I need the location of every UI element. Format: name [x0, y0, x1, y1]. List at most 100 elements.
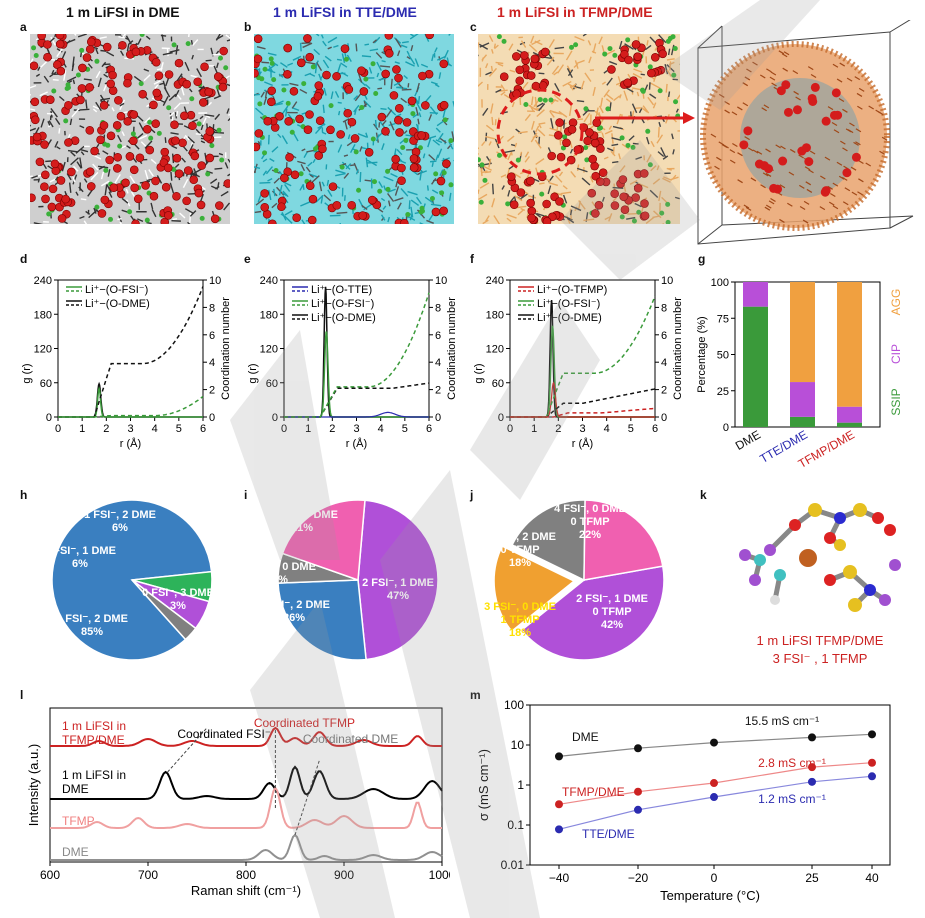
solvent-bond — [30, 127, 37, 132]
solvent-bond — [389, 121, 395, 131]
solvent-bond — [420, 63, 429, 68]
solvent-bond — [169, 49, 180, 53]
pie-label-line: 2 FSI⁻, 1 DME — [362, 577, 434, 589]
solvent-bond — [635, 156, 642, 160]
sphere-bond — [875, 109, 881, 114]
solvent-bond — [327, 46, 332, 50]
oxygen-atom — [640, 211, 650, 221]
solvent-bond — [562, 80, 572, 87]
solvent-bond — [612, 161, 619, 164]
solvent-bond — [612, 197, 617, 202]
y2-axis-label: Coordination number — [672, 297, 684, 400]
solvent-bond — [396, 149, 403, 156]
legend-label: Li⁺−(O-TFMP) — [537, 284, 607, 296]
solvent-bond — [151, 209, 157, 218]
sphere-oxygen — [769, 183, 779, 193]
oxygen-atom — [607, 65, 616, 74]
sphere-bond — [721, 143, 728, 148]
solvent-bond — [448, 34, 451, 36]
series-label-tfmp: TFMP — [62, 814, 95, 828]
sphere-bond — [868, 105, 874, 110]
solvent-bond — [212, 136, 222, 139]
oxygen-atom — [394, 73, 403, 83]
value-annotation: 2.8 mS cm⁻¹ — [758, 756, 826, 770]
solvent-bond — [482, 166, 486, 172]
oxygen-atom — [279, 173, 289, 183]
solvent-bond — [401, 88, 412, 91]
solvent-bond — [393, 81, 401, 86]
oxygen-atom — [418, 71, 427, 81]
solvent-bond — [227, 117, 230, 122]
panel-label-e: e — [244, 252, 251, 266]
solvent-bond — [364, 83, 371, 90]
solvent-bond — [281, 105, 289, 116]
solvent-bond — [278, 184, 283, 196]
solvent-bond — [365, 157, 369, 168]
solvent-bond — [69, 118, 73, 126]
solvent-bond — [154, 84, 159, 89]
oxygen-atom — [588, 154, 598, 164]
solvent-bond — [428, 154, 436, 161]
solvent-bond — [174, 89, 180, 98]
solvent-bond — [521, 81, 529, 90]
oxygen-atom — [85, 83, 94, 92]
sphere-bond — [832, 182, 839, 187]
solvent-bond — [493, 43, 497, 49]
solvent-bond — [376, 72, 380, 78]
solvent-bond — [380, 107, 387, 111]
oxygen-atom — [507, 172, 516, 181]
li-atom — [670, 34, 676, 40]
solvent-bond — [562, 185, 568, 190]
solvent-bond — [479, 42, 490, 48]
solvent-bond — [71, 108, 80, 118]
y2-tick-label: 0 — [435, 412, 441, 424]
solvent-bond — [431, 177, 437, 185]
sphere-bond — [832, 205, 839, 210]
sphere-bond — [857, 191, 863, 196]
solvent-bond — [481, 54, 488, 61]
oxygen-atom — [567, 125, 577, 134]
li-atom — [281, 87, 287, 93]
solvent-bond — [170, 171, 173, 181]
solvent-bond — [337, 101, 342, 104]
solvent-bond — [353, 95, 359, 101]
oxygen-atom — [40, 140, 49, 149]
solvent-bond — [598, 36, 603, 45]
solvent-bond — [378, 77, 387, 81]
solvent-bond — [500, 91, 506, 96]
solvent-bond — [628, 114, 633, 117]
oxygen-atom — [183, 166, 193, 175]
solvent-bond — [397, 50, 401, 57]
oxygen-atom — [151, 176, 160, 186]
solvent-bond — [482, 107, 489, 116]
oxygen-atom — [205, 153, 215, 163]
solvent-bond — [479, 182, 490, 189]
solvent-bond — [144, 117, 151, 124]
solvent-bond — [361, 55, 372, 58]
solvent-bond — [218, 152, 224, 156]
solvent-bond — [485, 135, 496, 140]
solvent-bond — [49, 71, 57, 78]
solvent-bond — [79, 157, 83, 169]
pie-chart-j: 2 FSI⁻, 1 DME 0 TFMP 42%3 FSI⁻, 0 DME 1 TFM… — [484, 499, 665, 661]
oxygen-atom — [515, 76, 525, 86]
solvent-bond — [46, 112, 56, 115]
pie-label-line: 3% — [170, 600, 186, 612]
solvent-bond — [226, 39, 230, 42]
solvent-bond — [48, 120, 54, 128]
solvent-bond — [381, 60, 386, 63]
solvent-bond — [488, 141, 492, 146]
solvent-bond — [536, 109, 545, 118]
solvent-bond — [661, 196, 668, 204]
solvent-bond — [83, 220, 88, 224]
sphere-bond — [856, 92, 863, 97]
oxygen-atom — [436, 176, 446, 186]
solvent-bond — [504, 149, 516, 154]
solvent-bond — [506, 135, 515, 142]
solvent-bond — [658, 34, 667, 44]
solvent-bond — [168, 93, 177, 102]
y-axis-label: g (r) — [21, 363, 33, 383]
solvent-bond — [210, 178, 218, 184]
oxygen-atom — [30, 193, 36, 203]
oxygen-atom — [67, 167, 76, 177]
